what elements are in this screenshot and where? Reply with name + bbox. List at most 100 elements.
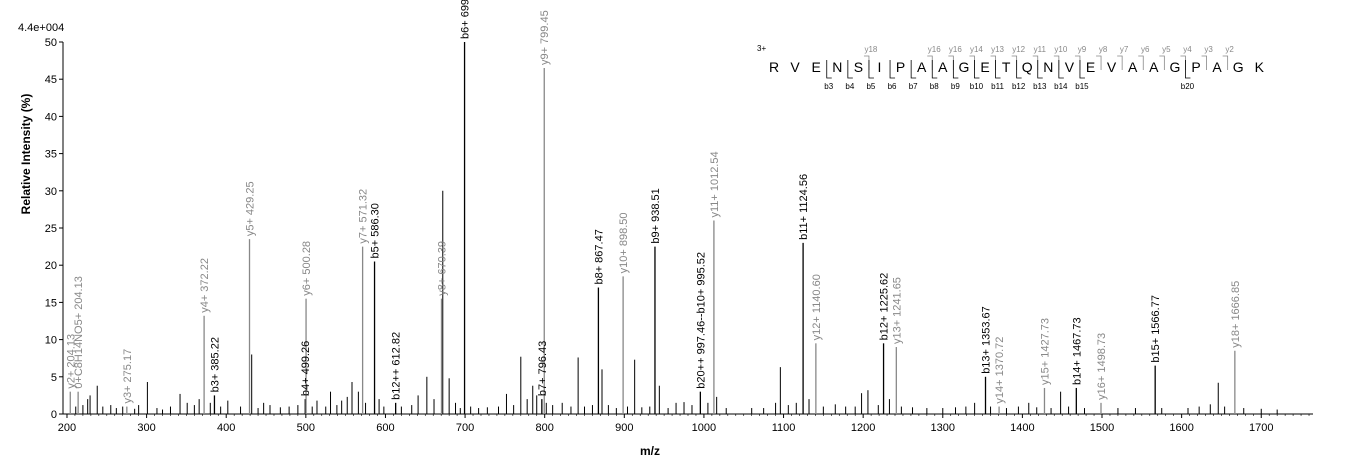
sequence-residue: V <box>790 59 800 75</box>
peak-label: b14+ 1467.73 <box>1071 317 1083 385</box>
peak-label: b20++ 997.46--b10+ 995.52 <box>695 252 707 389</box>
y-ion-label: y16 <box>928 45 941 54</box>
scale-label: 4.4e+004 <box>18 22 64 34</box>
sequence-residue: K <box>1255 59 1265 75</box>
peak-label: y8+ 670.39 <box>436 241 448 296</box>
x-tick-label: 400 <box>217 422 235 434</box>
peak-label: y18+ 1666.85 <box>1230 281 1242 348</box>
y-ion-bracket <box>1222 55 1229 70</box>
sequence-residue: V <box>1065 59 1075 75</box>
peak-label: y15+ 1427.73 <box>1039 318 1051 385</box>
b-ion-bracket <box>1016 60 1022 79</box>
peak-label: b9+ 938.51 <box>650 188 662 243</box>
b-ion-label: b12 <box>1012 82 1026 91</box>
b-ion-bracket <box>847 60 853 79</box>
sequence-residue: A <box>938 59 948 75</box>
b-ion-bracket <box>1079 60 1085 79</box>
peak-label: y7+ 571.32 <box>358 189 370 244</box>
y-ion-bracket <box>1138 55 1144 70</box>
x-tick-label: 1300 <box>931 422 955 434</box>
y-ion-label: y14 <box>970 45 983 54</box>
y-ion-bracket <box>1074 55 1081 70</box>
sequence-residue: Q <box>1022 59 1033 75</box>
y-ion-bracket <box>1201 55 1207 70</box>
peak-label: b15+ 1566.77 <box>1150 295 1162 363</box>
b-ion-label: b20 <box>1181 82 1195 91</box>
b-ion-label: b7 <box>909 82 918 91</box>
b-ion-bracket <box>889 60 896 79</box>
b-ion-bracket <box>1185 60 1191 79</box>
peak-label: b8+ 867.47 <box>593 229 605 284</box>
peak-label: y14+ 1370.72 <box>994 337 1006 404</box>
sequence-residue: A <box>917 59 927 75</box>
x-tick-label: 200 <box>58 422 76 434</box>
y-ion-label: y10 <box>1054 45 1067 54</box>
y-ion-bracket <box>927 55 933 70</box>
peak-label: y10+ 898.50 <box>618 212 630 273</box>
b-ion-bracket <box>995 60 1001 79</box>
sequence-residue: T <box>1002 59 1011 75</box>
y-tick-label: 20 <box>45 260 57 272</box>
x-axis-title: m/z <box>640 444 660 458</box>
peak-label: y16+ 1498.73 <box>1096 333 1108 400</box>
peak-label: y9+ 799.45 <box>539 10 551 65</box>
x-tick-label: 500 <box>297 422 315 434</box>
x-tick-label: 1200 <box>851 422 875 434</box>
y-ion-bracket <box>1032 55 1039 70</box>
y-ion-label: y3 <box>1204 45 1213 54</box>
charge-label: 3+ <box>757 44 766 53</box>
b-ion-bracket <box>952 60 959 79</box>
b-ion-label: b15 <box>1075 82 1089 91</box>
x-tick-label: 700 <box>456 422 474 434</box>
sequence-residue: A <box>1149 59 1159 75</box>
x-tick-label: 900 <box>615 422 633 434</box>
sequence-residue: N <box>1043 59 1053 75</box>
b-ion-bracket <box>1037 60 1043 79</box>
y-tick-label: 10 <box>45 335 57 347</box>
x-tick-label: 1500 <box>1090 422 1114 434</box>
y-ion-bracket <box>1180 55 1186 70</box>
y-ion-label: y16 <box>949 45 962 54</box>
b-ion-label: b14 <box>1054 82 1068 91</box>
peak-label: b4+ 499.26 <box>300 341 312 396</box>
b-ion-label: b9 <box>951 82 960 91</box>
x-tick-label: 1000 <box>692 422 716 434</box>
y-tick-label: 25 <box>45 223 57 235</box>
x-tick-label: 1400 <box>1010 422 1034 434</box>
peak-label: b12+ 1225.62 <box>879 273 891 341</box>
y-ion-label: y8 <box>1099 45 1108 54</box>
peak-label: y11+ 1012.54 <box>709 151 721 217</box>
sequence-residue: P <box>896 59 905 75</box>
b-ion-bracket <box>910 60 917 79</box>
y-tick-label: 30 <box>45 186 57 198</box>
sequence-residue: E <box>1086 59 1095 75</box>
y-ion-label: y7 <box>1120 45 1129 54</box>
y-ion-label: y6 <box>1141 45 1150 54</box>
y-tick-label: 15 <box>45 297 57 309</box>
y-ion-label: y12 <box>1012 45 1025 54</box>
x-tick-label: 1100 <box>772 422 796 434</box>
b-ion-bracket <box>974 60 980 79</box>
peak-label: y3+ 275.17 <box>122 349 134 404</box>
sequence-residue: I <box>878 59 882 75</box>
y-ion-bracket <box>948 55 954 70</box>
y-tick-label: 35 <box>45 149 57 161</box>
peak-label: b5+ 586.30 <box>370 203 382 258</box>
x-tick-label: 300 <box>137 422 155 434</box>
b-ion-label: b8 <box>930 82 939 91</box>
peak-label: y5+ 429.25 <box>245 181 257 236</box>
peak-label: b12++ 612.82 <box>391 332 403 400</box>
sequence-residue: A <box>1212 59 1222 75</box>
peaks <box>69 42 1278 414</box>
b-ion-label: b10 <box>970 82 984 91</box>
y-ion-bracket <box>969 55 975 70</box>
peak-label: 0+C8H14NO5+ 204.13 <box>73 276 85 389</box>
peak-label: b6+ 699.36 <box>460 0 472 39</box>
x-tick-label: 800 <box>536 422 554 434</box>
x-tick-label: 600 <box>376 422 394 434</box>
sequence-residue: G <box>958 59 969 75</box>
y-tick-label: 45 <box>45 74 57 86</box>
peak-label: y13+ 1241.65 <box>891 277 903 344</box>
